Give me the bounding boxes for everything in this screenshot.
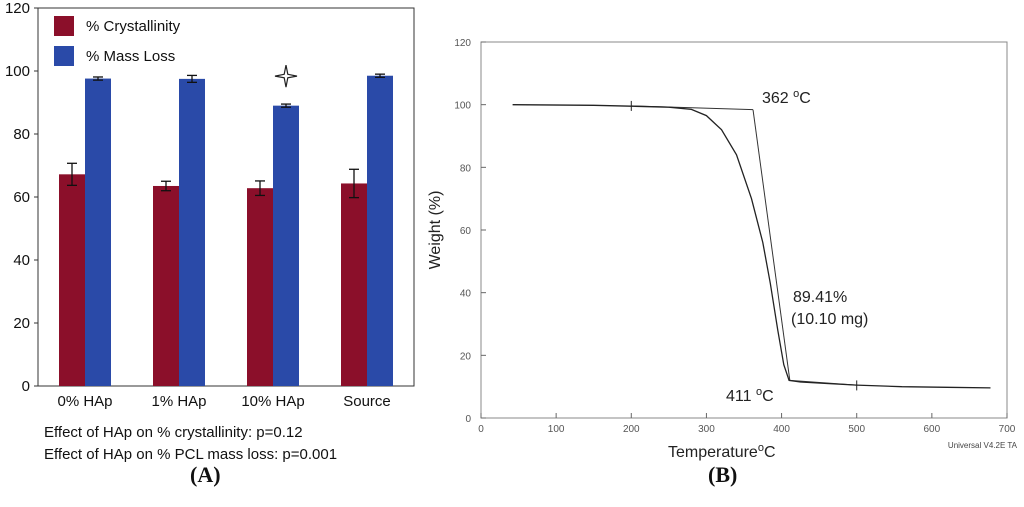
plot-frame-b	[480, 41, 1008, 419]
legend-swatch	[54, 46, 74, 66]
bar	[273, 105, 299, 387]
onset-unit-o: o	[793, 88, 799, 100]
y-tick-label: 60	[460, 226, 472, 237]
y-axis-label: Weight (%)	[427, 191, 444, 270]
y-tick-label: 120	[454, 38, 471, 49]
y-tick-label: 100	[454, 101, 471, 112]
annotation-mass-loss: Effect of HAp on % PCL mass loss: p=0.00…	[44, 446, 338, 463]
x-axis-unit-o: o	[758, 442, 764, 454]
x-tick-label: 300	[698, 424, 715, 435]
mass-loss-percent: 89.41%	[793, 289, 847, 306]
y-tick-label: 20	[13, 315, 30, 332]
onset-temperature-label: 362 oC	[762, 88, 811, 107]
bar	[153, 185, 179, 386]
bar	[179, 78, 205, 386]
x-category-label: 10% HAp	[241, 393, 304, 410]
software-footer: Universal V4.2E TA	[948, 441, 1018, 450]
x-category-label: Source	[343, 393, 391, 410]
y-tick-label: 80	[13, 126, 30, 143]
x-tick-label: 700	[999, 424, 1016, 435]
end-unit-c: C	[762, 388, 774, 405]
legend-swatch	[54, 16, 74, 36]
x-tick-label: 0	[478, 424, 484, 435]
chart-a: 0 20 40 60 80 100 120 0% HAp 1% HAp 10% HAp Source…	[5, 0, 415, 410]
significance-star-icon	[274, 64, 298, 88]
x-tick-label: 500	[848, 424, 865, 435]
bar	[367, 75, 393, 386]
bar	[247, 188, 273, 386]
bar	[85, 78, 111, 386]
panel-label-a: (A)	[190, 462, 221, 487]
y-tick-label: 0	[465, 414, 471, 425]
x-tick-label: 100	[548, 424, 565, 435]
x-tick-label: 200	[623, 424, 640, 435]
chart-b: 0 20 40 60 80 100 120 0 100 200 300 400 500 600 700 362…	[427, 38, 1018, 461]
y-tick-label: 100	[5, 63, 30, 80]
end-unit-o: o	[756, 386, 762, 398]
legend-label: % Mass Loss	[86, 48, 175, 65]
y-tick-label: 40	[460, 289, 472, 300]
x-tick-label: 400	[773, 424, 790, 435]
onset-unit-c: C	[799, 90, 811, 107]
end-value: 411	[726, 388, 756, 405]
panel-label-b: (B)	[708, 462, 738, 487]
legend-label: % Crystallinity	[86, 18, 181, 35]
y-tick-label: 40	[13, 252, 30, 269]
x-axis-unit-c: C	[764, 444, 776, 461]
tga-curve	[512, 104, 991, 389]
end-temperature-label: 411 oC	[726, 386, 774, 405]
x-category-label: 1% HAp	[151, 393, 206, 410]
y-tick-label: 0	[22, 378, 30, 395]
tangent-line	[752, 109, 791, 381]
y-tick-label: 20	[460, 351, 472, 362]
annotation-crystallinity: Effect of HAp on % crystallinity: p=0.12	[44, 424, 303, 441]
x-category-label: 0% HAp	[57, 393, 112, 410]
y-tick-label: 60	[13, 189, 30, 206]
y-tick-label: 120	[5, 0, 30, 17]
bar	[341, 183, 367, 386]
x-axis-label-text: Temperature	[668, 444, 758, 461]
x-tick-label: 600	[924, 424, 941, 435]
x-axis-label: TemperatureoC	[668, 442, 776, 461]
bar	[59, 174, 85, 386]
mass-loss-mg: (10.10 mg)	[791, 311, 868, 328]
onset-value: 362	[762, 90, 793, 107]
y-tick-label: 80	[460, 163, 472, 174]
